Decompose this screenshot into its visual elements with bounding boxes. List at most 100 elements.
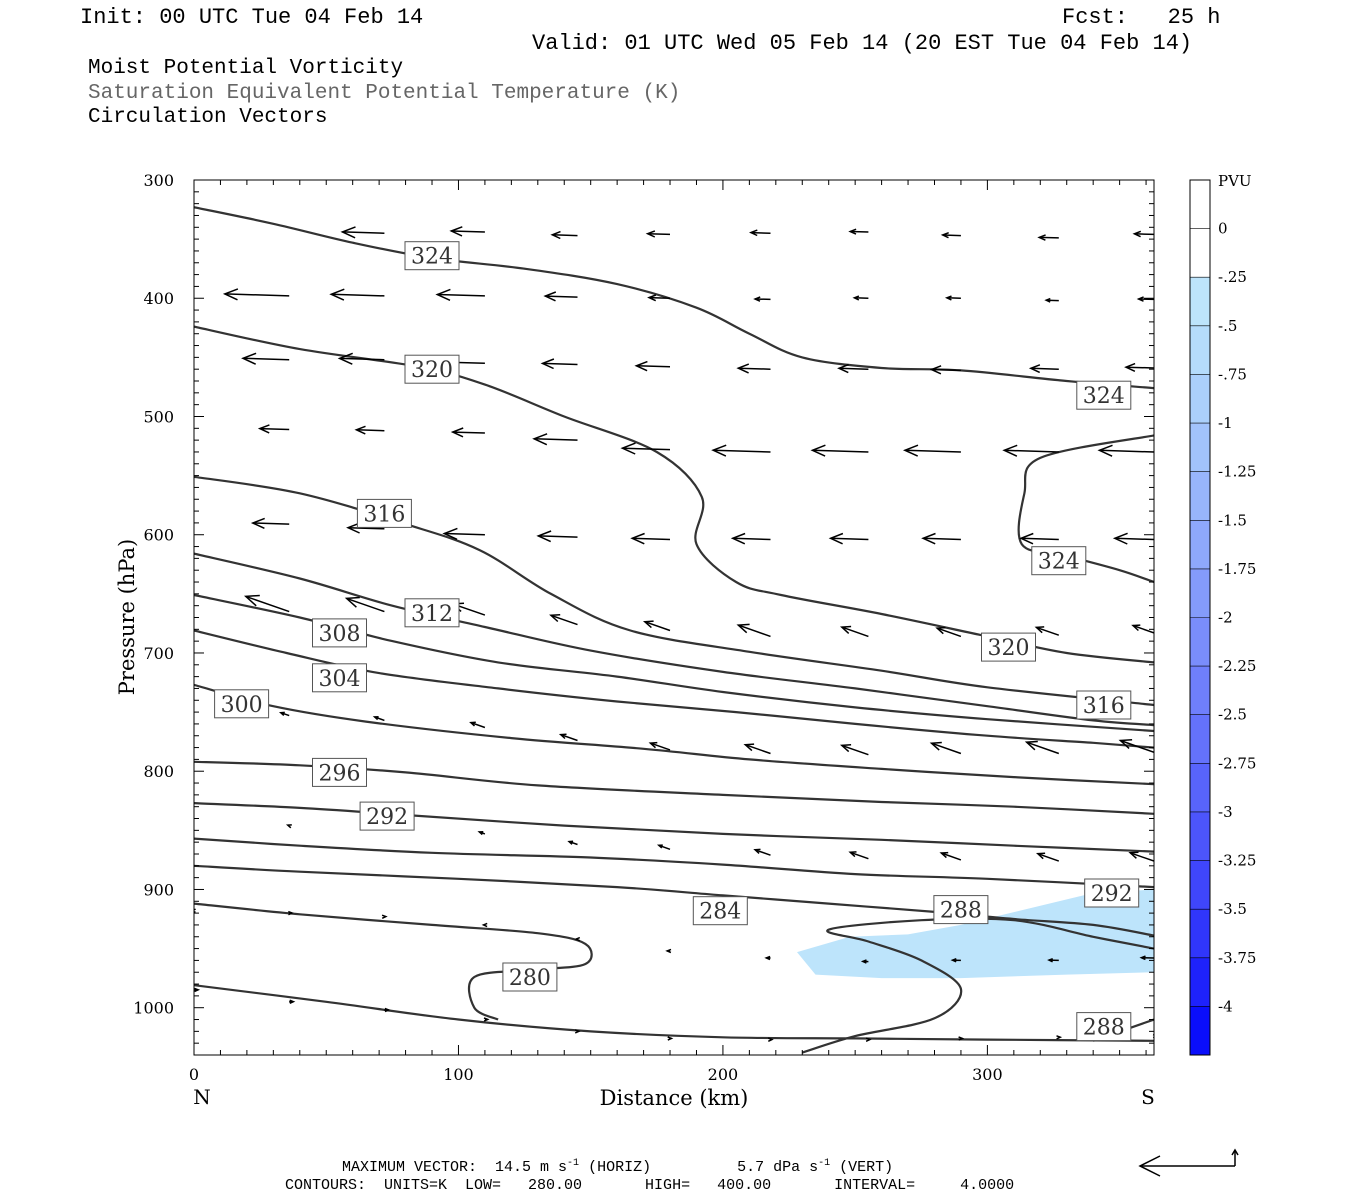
y-tick-label-900: 900 — [143, 880, 174, 899]
contour-label-2: 316 — [356, 498, 412, 528]
vector-shaft — [936, 627, 962, 638]
colorbar: 0 -.25 -.5 -.75 -1 -1.25 -1.5 -1.75 -2 -2.25 -2.5 -… — [1189, 179, 1256, 1056]
vector-head — [558, 733, 567, 740]
contour-label-text: 296 — [319, 761, 361, 786]
vector-91 — [289, 999, 296, 1004]
vector-shaft — [738, 367, 771, 370]
vector-shaft — [1125, 366, 1154, 369]
vector-27 — [1028, 364, 1059, 374]
vector-head — [1019, 532, 1034, 545]
vector-head — [543, 291, 557, 302]
vector-74 — [753, 848, 771, 856]
vector-shaft — [347, 526, 385, 530]
vector-head — [940, 231, 949, 239]
valid-time: Valid: 01 UTC Wed 05 Feb 14 (20 EST Tue … — [532, 31, 1193, 56]
colorbar-label-16: -4 — [1218, 997, 1233, 1015]
vector-head — [1028, 364, 1041, 374]
colorbar-swatch-8 — [1190, 568, 1210, 618]
contour-label-14: 320 — [981, 632, 1036, 662]
vector-head — [929, 365, 942, 375]
vector-shaft — [745, 743, 771, 755]
vector-6 — [940, 231, 961, 239]
vector-86 — [860, 959, 869, 964]
contour-label-text: 324 — [411, 245, 453, 270]
vector-shaft — [648, 296, 671, 299]
vector-10 — [329, 288, 385, 301]
vector-shaft — [931, 742, 962, 755]
vector-83 — [574, 936, 581, 942]
vector-75 — [848, 851, 869, 860]
vector-shaft — [356, 429, 385, 432]
vector-head — [278, 711, 285, 716]
vector-shaft — [224, 293, 290, 297]
contour-312-3 — [194, 552, 1154, 727]
vector-92 — [384, 1007, 391, 1013]
vector-11 — [435, 288, 485, 301]
vector-shaft — [1114, 537, 1154, 541]
vector-22 — [540, 358, 578, 370]
vector-35 — [810, 444, 869, 457]
contour-label-4: 308 — [312, 618, 367, 648]
vector-50 — [344, 596, 385, 613]
vector-15 — [852, 295, 869, 301]
vector-head — [944, 295, 952, 301]
vector-head — [1136, 296, 1144, 302]
vector-shaft — [841, 744, 869, 756]
vector-shaft — [738, 624, 771, 638]
x-tick-label-0: 0 — [189, 1065, 199, 1084]
vector-head — [1044, 297, 1051, 303]
vector-19 — [241, 352, 290, 365]
vector-94 — [574, 1029, 581, 1034]
vector-head — [354, 425, 366, 435]
field-title-theta-es: Saturation Equivalent Potential Temperat… — [88, 82, 681, 105]
contour-label-8: 292 — [359, 801, 415, 831]
contour-label-box — [1076, 380, 1132, 410]
contour-label-box — [1076, 690, 1132, 720]
vector-head — [574, 936, 581, 942]
vector-72 — [567, 840, 578, 846]
x-end-label-north: N — [193, 1085, 211, 1109]
vector-shaft — [1129, 852, 1154, 862]
vector-shaft — [849, 851, 869, 860]
vector-1 — [449, 226, 485, 237]
y-tick-label-500: 500 — [143, 407, 174, 426]
contour-label-box — [502, 962, 558, 992]
vector-14 — [753, 296, 771, 302]
vector-head — [194, 987, 201, 993]
vector-76 — [939, 851, 962, 861]
contour-label-text: 304 — [319, 667, 361, 692]
vector-63 — [648, 741, 671, 751]
vector-head — [346, 522, 361, 534]
vector-shaft — [1030, 367, 1059, 370]
vector-shaft — [941, 852, 962, 861]
vector-71 — [477, 830, 486, 836]
colorbar-label-14: -3.5 — [1218, 900, 1247, 918]
vector-shaft — [437, 293, 485, 297]
vector-head — [442, 527, 458, 540]
vector-shaft — [545, 295, 578, 298]
contour-label-11: 280 — [502, 962, 558, 992]
vector-head — [839, 625, 852, 634]
vector-head — [648, 741, 658, 749]
vector-head — [852, 295, 860, 301]
colorbar-swatch-9 — [1190, 617, 1210, 667]
vector-head — [250, 517, 265, 529]
colorbar-label-11: -2.75 — [1218, 754, 1256, 772]
vector-18 — [1136, 296, 1154, 302]
vector-34 — [711, 444, 771, 457]
vector-head — [935, 626, 946, 635]
vector-shaft — [1132, 624, 1154, 634]
vector-head — [372, 715, 379, 721]
vector-head — [736, 623, 750, 634]
axis-tick-labels: 300 400 500 600 700 800 900 1000 0 100 200 300 — [133, 171, 1002, 1084]
contour-label-17: 288 — [1076, 1012, 1132, 1042]
vector-head — [902, 444, 919, 457]
vector-head — [929, 741, 942, 751]
vector-head — [642, 620, 654, 629]
vector-head — [381, 914, 388, 919]
vector-shaft — [732, 537, 771, 541]
vector-head — [477, 830, 484, 836]
field-title-mpv: Moist Potential Vorticity — [88, 57, 404, 80]
contour-label-text: 288 — [1083, 1016, 1125, 1041]
